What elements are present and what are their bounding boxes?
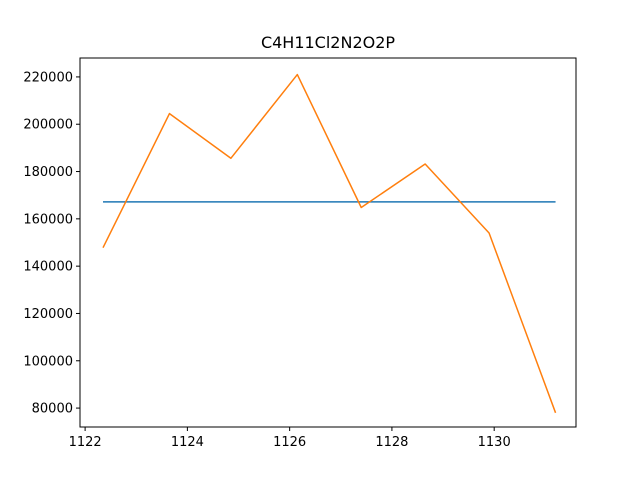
y-tick-label: 80000 [32,402,73,417]
x-tick-label: 1128 [375,435,408,450]
y-tick-label: 100000 [23,354,73,369]
series-line-2 [102,73,557,414]
y-tick-label: 220000 [23,70,73,85]
plot-area-frame [79,57,577,428]
y-tick-label: 180000 [23,165,73,180]
chart-title: C4H11Cl2N2O2P [261,33,395,52]
y-tick-label: 120000 [23,307,73,322]
x-tick-label: 1124 [171,435,204,450]
x-tick-label: 1122 [69,435,102,450]
x-tick-label: 1130 [478,435,511,450]
y-tick-label: 160000 [23,212,73,227]
y-tick-label: 200000 [23,118,73,133]
x-tick-label: 1126 [273,435,306,450]
y-tick-label: 140000 [23,260,73,275]
